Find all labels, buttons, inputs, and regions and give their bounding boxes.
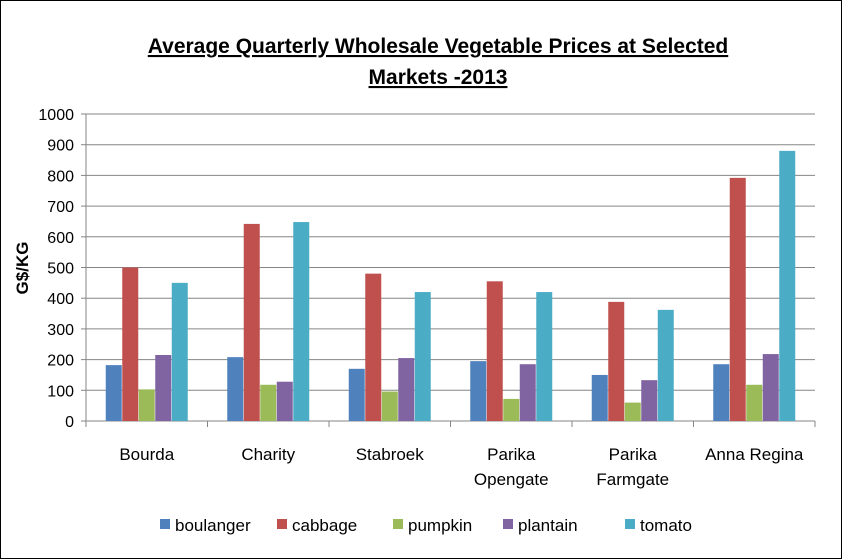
- legend: boulanger cabbage pumpkin plantain tomato: [160, 516, 692, 535]
- legend-label-cabbage: cabbage: [292, 516, 357, 535]
- chart-title: Average Quarterly Wholesale Vegetable Pr…: [148, 35, 729, 89]
- legend-swatch-boulanger: [160, 519, 170, 529]
- bar-boulanger: [713, 364, 730, 421]
- y-axis-label-group: G$/KG: [13, 242, 32, 295]
- grid: [86, 113, 815, 391]
- x-category-label: Opengate: [474, 470, 549, 489]
- legend-swatch-pumpkin: [393, 519, 403, 529]
- bar-tomato: [171, 282, 188, 421]
- y-tick-label: 300: [47, 322, 74, 339]
- y-tick-label: 400: [47, 291, 74, 308]
- bar-cabbage: [243, 223, 260, 421]
- legend-swatch-cabbage: [277, 519, 287, 529]
- bar-boulanger: [348, 368, 365, 421]
- x-category-label: Farmgate: [596, 470, 669, 489]
- bar-plantain: [762, 354, 779, 421]
- chart-title-line-1: Average Quarterly Wholesale Vegetable Pr…: [148, 35, 729, 58]
- y-tick-label: 600: [47, 230, 74, 247]
- bar-cabbage: [122, 267, 139, 421]
- x-category-label: Charity: [241, 445, 295, 464]
- bar-tomato: [293, 222, 310, 421]
- y-tick-label: 800: [47, 168, 74, 185]
- legend-label-boulanger: boulanger: [175, 516, 251, 535]
- y-tick-label: 700: [47, 199, 74, 216]
- category-labels: Bourda Charity Stabroek Parika Opengate Parik…: [119, 445, 804, 489]
- x-category-label: Parika: [609, 445, 658, 464]
- x-category-label: Parika: [487, 445, 536, 464]
- bar-pumpkin: [624, 402, 641, 421]
- bar-cabbage: [486, 281, 503, 421]
- y-tick-label: 500: [47, 261, 74, 278]
- bar-boulanger: [105, 365, 122, 421]
- legend-swatch-plantain: [503, 519, 513, 529]
- legend-label-pumpkin: pumpkin: [408, 516, 472, 535]
- y-tick-label: 1000: [38, 107, 74, 124]
- bar-boulanger: [591, 374, 608, 421]
- legend-label-plantain: plantain: [518, 516, 578, 535]
- bar-boulanger: [227, 357, 244, 421]
- bars: [105, 150, 796, 421]
- bar-plantain: [519, 364, 536, 421]
- x-category-label: Stabroek: [356, 445, 425, 464]
- y-axis-label: G$/KG: [13, 242, 32, 295]
- bar-pumpkin: [746, 384, 763, 421]
- bar-pumpkin: [381, 391, 398, 421]
- y-tick-label: 200: [47, 353, 74, 370]
- bar-cabbage: [365, 273, 382, 421]
- axes: 0 100 200 300 400 500 600 700 800 900 1000: [38, 107, 816, 431]
- legend-swatch-tomato: [625, 519, 635, 529]
- bar-pumpkin: [503, 398, 520, 421]
- bar-plantain: [276, 381, 293, 421]
- bar-pumpkin: [260, 384, 277, 421]
- bar-tomato: [657, 309, 674, 421]
- bar-tomato: [536, 292, 553, 421]
- bar-tomato: [779, 150, 796, 421]
- bar-plantain: [641, 380, 658, 421]
- bar-boulanger: [470, 361, 487, 421]
- y-tick-label: 100: [47, 383, 74, 400]
- y-tick-label: 0: [65, 414, 74, 431]
- bar-plantain: [398, 358, 415, 421]
- bar-plantain: [155, 354, 172, 421]
- bar-cabbage: [729, 177, 746, 421]
- x-category-label: Anna Regina: [705, 445, 804, 464]
- bar-cabbage: [608, 301, 625, 421]
- legend-label-tomato: tomato: [640, 516, 692, 535]
- chart-title-line-2: Markets -2013: [369, 66, 508, 89]
- bar-pumpkin: [138, 389, 155, 421]
- x-category-label: Bourda: [119, 445, 174, 464]
- y-tick-label: 900: [47, 138, 74, 155]
- bar-tomato: [414, 292, 431, 421]
